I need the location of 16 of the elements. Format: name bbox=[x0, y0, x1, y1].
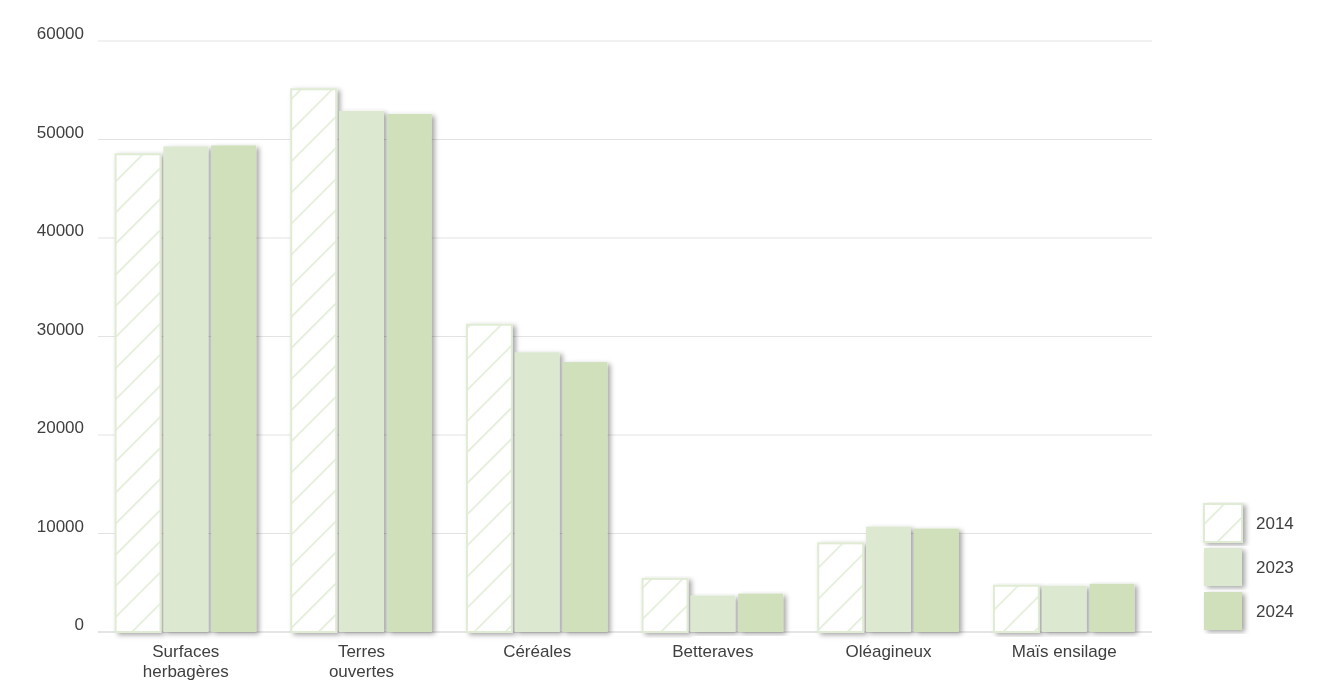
x-tick-label: Betteraves bbox=[672, 642, 754, 661]
x-tick-label: Oléagineux bbox=[845, 642, 932, 661]
y-tick-label: 50000 bbox=[36, 122, 84, 142]
y-tick-label: 40000 bbox=[36, 221, 84, 241]
y-tick-label: 30000 bbox=[36, 319, 84, 339]
legend-label: 2023 bbox=[1256, 558, 1294, 577]
y-tick-label: 10000 bbox=[36, 516, 84, 536]
legend-label: 2024 bbox=[1256, 602, 1294, 621]
x-tick-label: Surfaces herbagères bbox=[142, 642, 229, 682]
x-tick-label: Céréales bbox=[503, 642, 572, 661]
y-tick-label: 0 bbox=[74, 615, 84, 635]
legend-label: 2014 bbox=[1256, 514, 1294, 533]
y-tick-label: 60000 bbox=[36, 24, 84, 44]
y-tick-label: 20000 bbox=[36, 418, 84, 438]
x-tick-label: Maïs ensilage bbox=[1011, 642, 1117, 661]
x-tick-label: Terres ouvertes bbox=[328, 642, 395, 682]
